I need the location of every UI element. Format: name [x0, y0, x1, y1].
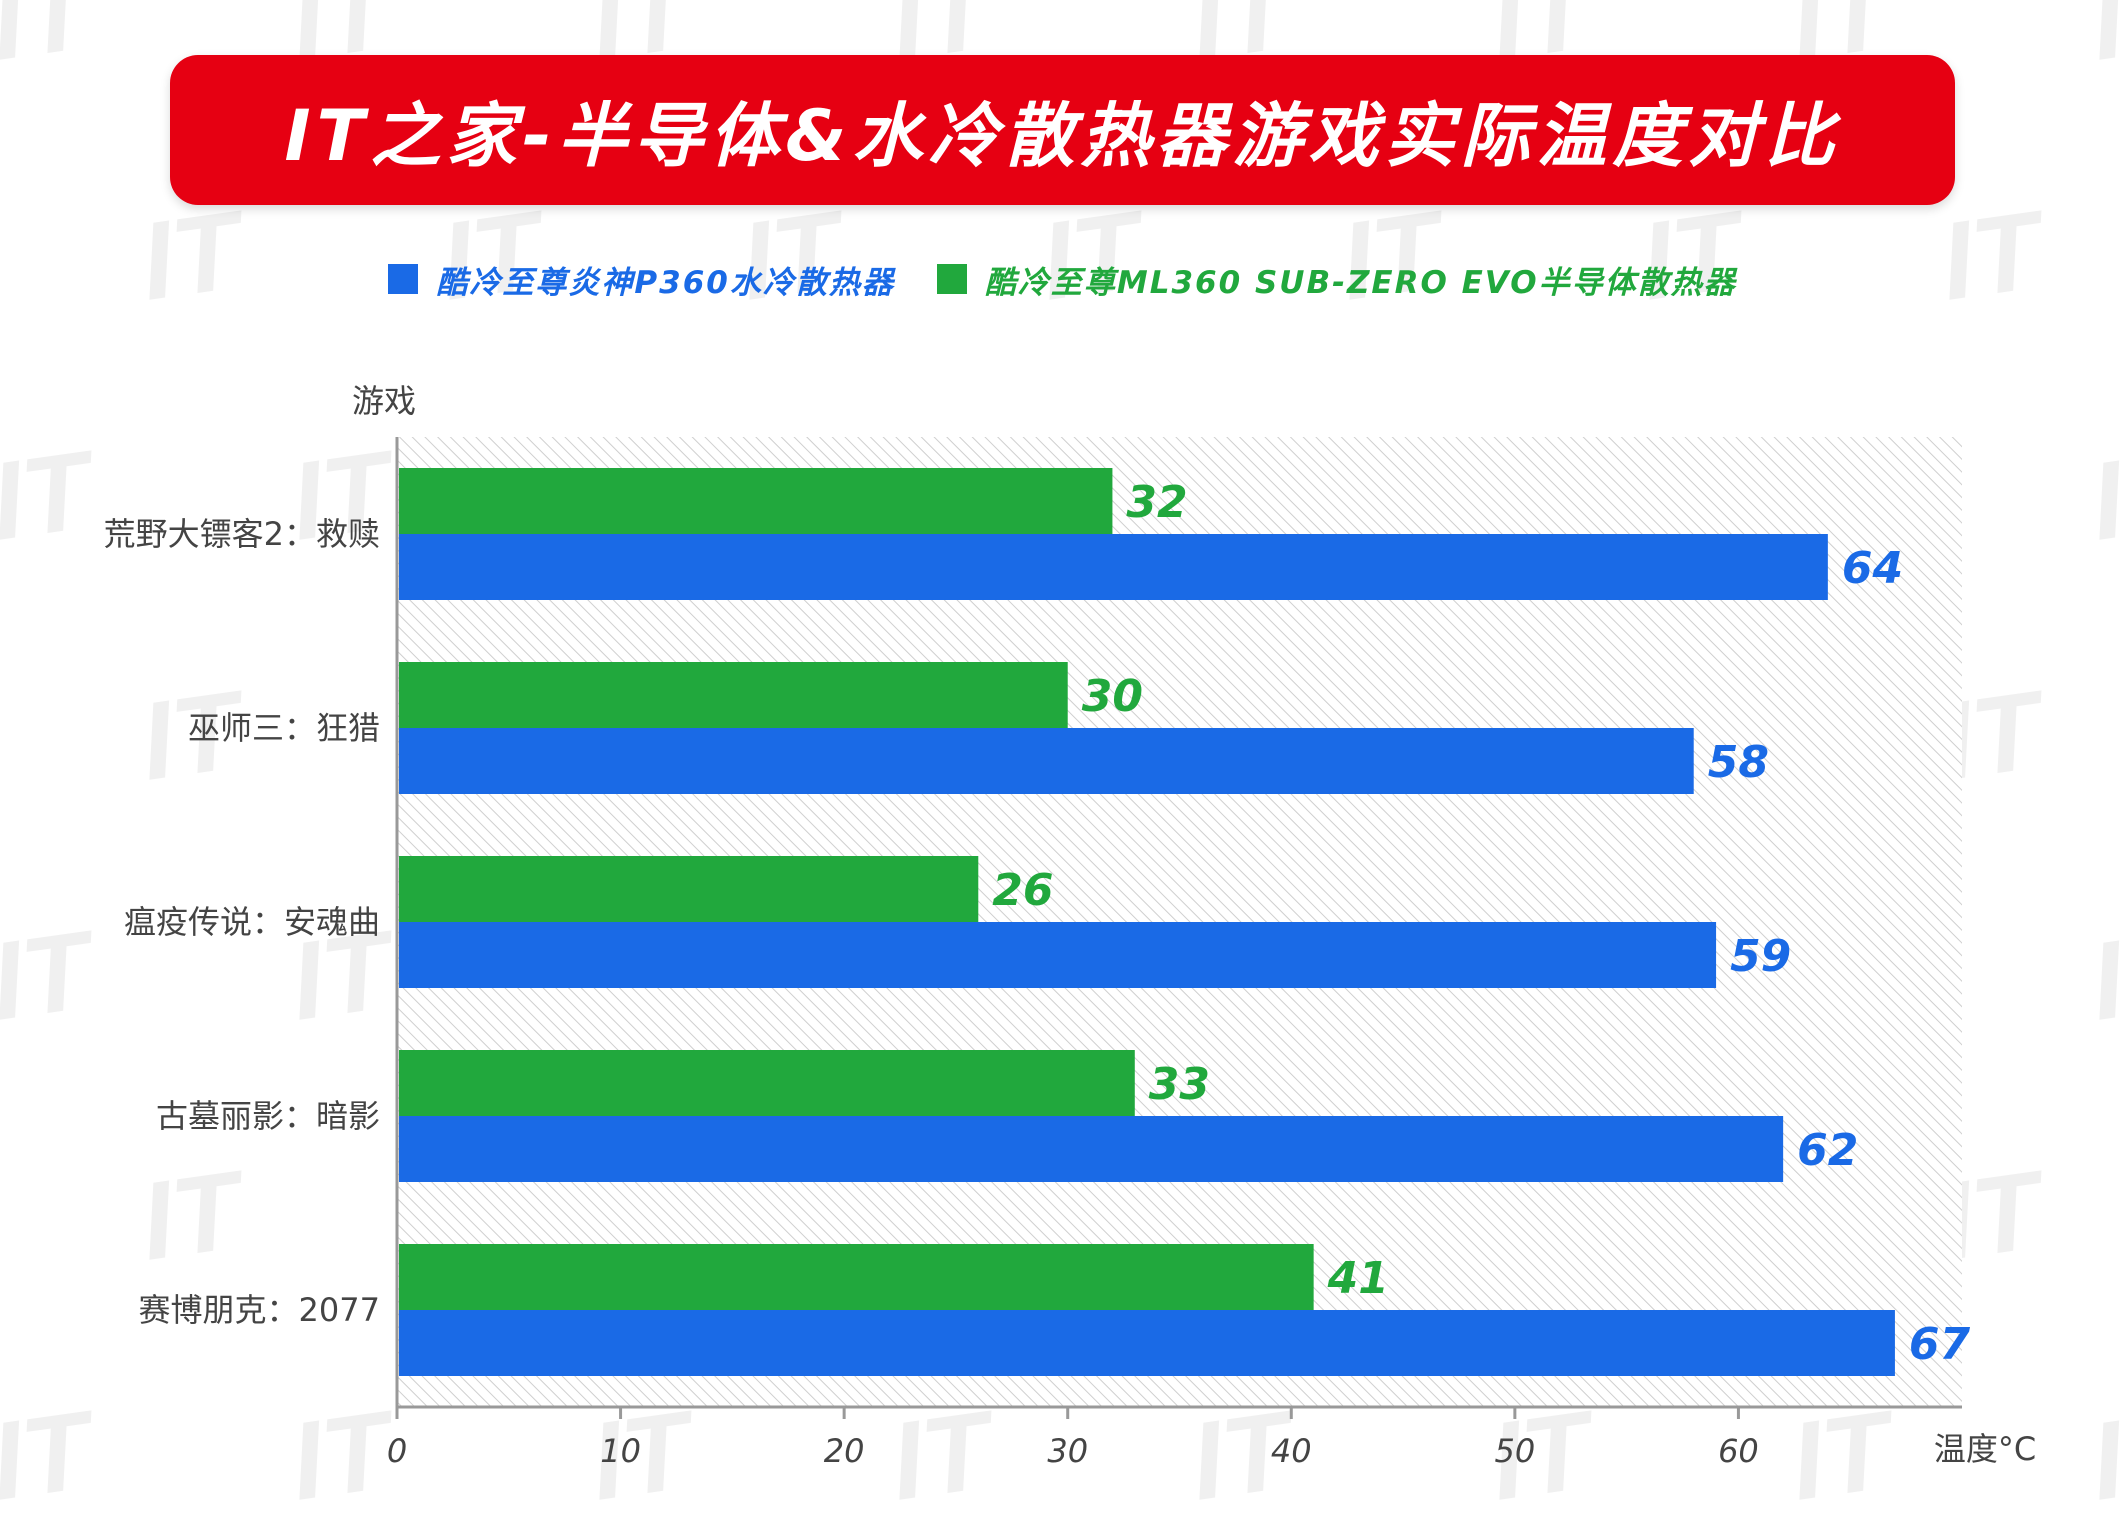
bar-semiconductor: [399, 856, 979, 922]
x-axis-title: 温度°C: [1934, 1430, 2036, 1468]
data-label: 26: [992, 865, 1053, 916]
legend-label-semi: 酷冷至尊ML360 SUB-ZERO EVO半导体散热器: [984, 264, 1737, 301]
data-label: 30: [1082, 671, 1143, 722]
bar-semiconductor: [399, 662, 1068, 728]
data-label: 62: [1797, 1125, 1858, 1176]
data-label: 59: [1730, 931, 1791, 982]
title-banner: IT之家-半导体&水冷散热器游戏实际温度对比: [170, 55, 1955, 205]
data-label: 33: [1149, 1059, 1210, 1110]
bar-water-cooler: [399, 728, 1694, 794]
bar-semiconductor: [399, 1050, 1135, 1116]
x-tick-label: 50: [1494, 1432, 1535, 1470]
y-tick-label: 荒野大镖客2：救赎: [104, 515, 380, 553]
chart-title: IT之家-半导体&水冷散热器游戏实际温度对比: [284, 94, 1841, 177]
bar-water-cooler: [399, 534, 1828, 600]
y-tick-label: 巫师三：狂猎: [188, 709, 380, 747]
bar-water-cooler: [399, 922, 1717, 988]
data-label: 67: [1909, 1319, 1971, 1370]
watermark-mark: IT: [0, 0, 105, 84]
y-tick-label: 古墓丽影：暗影: [156, 1097, 380, 1135]
legend: 酷冷至尊炎神P360水冷散热器 酷冷至尊ML360 SUB-ZERO EVO半导…: [0, 254, 2125, 304]
bar-water-cooler: [399, 1116, 1784, 1182]
legend-label-water: 酷冷至尊炎神P360水冷散热器: [436, 264, 895, 301]
bar-semiconductor: [399, 468, 1113, 534]
legend-item-semi: 酷冷至尊ML360 SUB-ZERO EVO半导体散热器: [936, 257, 1737, 302]
x-tick-label: 10: [600, 1432, 641, 1470]
bar-semiconductor: [399, 1244, 1314, 1310]
legend-swatch-water: [388, 264, 419, 294]
y-axis-title: 游戏: [352, 382, 416, 420]
legend-swatch-semi: [936, 264, 967, 294]
x-tick-label: 40: [1271, 1432, 1312, 1470]
y-tick-label: 赛博朋克：2077: [139, 1291, 380, 1329]
data-label: 58: [1708, 737, 1769, 788]
y-tick-label: 瘟疫传说：安魂曲: [124, 903, 380, 941]
data-label: 41: [1327, 1253, 1389, 1304]
data-label: 64: [1842, 543, 1903, 594]
data-label: 32: [1126, 477, 1187, 528]
x-tick-label: 0: [387, 1432, 407, 1470]
legend-item-water: 酷冷至尊炎神P360水冷散热器: [388, 257, 894, 302]
x-tick-label: 60: [1718, 1432, 1759, 1470]
bar-water-cooler: [399, 1310, 1895, 1376]
x-tick-label: 30: [1047, 1432, 1088, 1470]
x-tick-label: 20: [824, 1432, 865, 1470]
